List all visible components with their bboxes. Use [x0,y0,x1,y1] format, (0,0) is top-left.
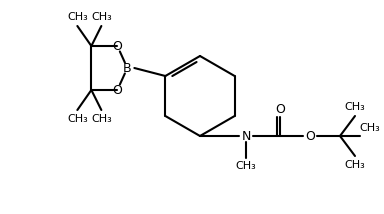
Text: CH₃: CH₃ [236,161,257,171]
Text: CH₃: CH₃ [344,102,365,112]
Text: CH₃: CH₃ [344,160,365,170]
Text: O: O [305,129,315,143]
Text: CH₃: CH₃ [360,123,381,133]
Text: B: B [123,61,132,74]
Text: N: N [241,129,251,143]
Text: O: O [113,40,122,52]
Text: CH₃: CH₃ [67,12,88,22]
Text: CH₃: CH₃ [91,12,112,22]
Text: O: O [113,83,122,97]
Text: CH₃: CH₃ [91,114,112,124]
Text: CH₃: CH₃ [67,114,88,124]
Text: O: O [275,103,285,116]
